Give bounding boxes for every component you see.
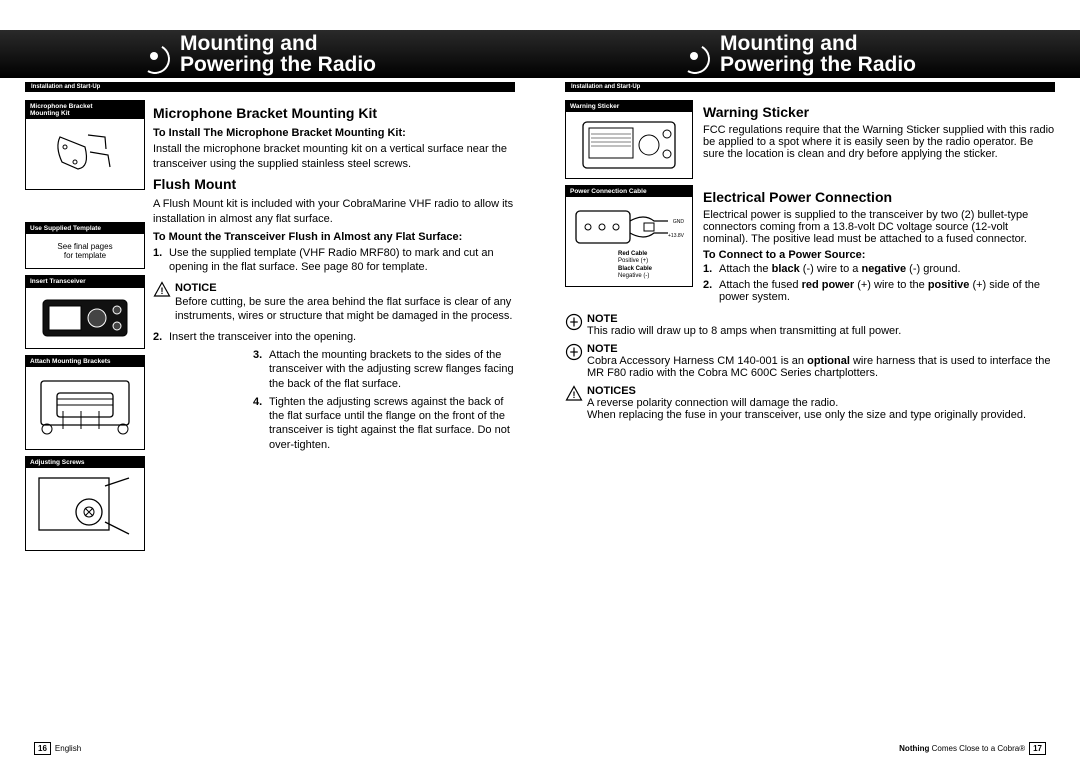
fig-insert-transceiver: Insert Transceiver [25, 275, 145, 348]
radio-front-icon [579, 118, 679, 172]
sub-power-connect: To Connect to a Power Source: [703, 249, 1055, 261]
notices-title: NOTICES [587, 385, 636, 397]
main-left: Microphone Bracket Mounting Kit To Insta… [153, 100, 515, 735]
fig-mic-bracket: Microphone Bracket Mounting Kit [25, 100, 145, 190]
header-banner-right: Mounting and Powering the Radio [540, 30, 1080, 78]
fig-power-cable: Power Connection Cable [565, 185, 693, 287]
fig-template-text: See final pages for template [26, 234, 144, 268]
info-icon [565, 343, 587, 379]
footer-right: Nothing Comes Close to a Cobra® 17 [899, 742, 1050, 755]
notices-block: ! NOTICES A reverse polarity connection … [565, 385, 1055, 421]
step-2-text: Insert the transceiver into the opening. [169, 331, 356, 343]
power-connection-icon: GND +13.8V [572, 203, 684, 251]
fig-adjusting-screws: Adjusting Screws [25, 456, 145, 551]
p-install-mic: Install the microphone bracket mounting … [153, 142, 515, 171]
fig-mounting-brackets: Attach Mounting Brackets [25, 355, 145, 450]
step-4: 4.Tighten the adjusting screws against t… [253, 395, 515, 452]
breadcrumb-right: Installation and Start-Up [565, 82, 1055, 92]
header-banner-left: Mounting and Powering the Radio [0, 30, 540, 78]
section-flush-mount: Flush Mount [153, 175, 515, 193]
mic-bracket-icon [50, 127, 120, 182]
p-power: Electrical power is supplied to the tran… [703, 209, 1055, 245]
fig-label: Adjusting Screws [26, 457, 144, 468]
power-step-1: 1. Attach the black (-) wire to a negati… [703, 263, 1055, 275]
note-title: NOTE [587, 343, 618, 355]
step-3: 3.Attach the mounting brackets to the si… [253, 348, 515, 391]
sub-install-mic: To Install The Microphone Bracket Mounti… [153, 126, 515, 140]
section-mic-bracket: Microphone Bracket Mounting Kit [153, 104, 515, 122]
power-step-2: 2. Attach the fused red power (+) wire t… [703, 279, 1055, 303]
breadcrumb-left: Installation and Start-Up [25, 82, 515, 92]
p-warning-sticker: FCC regulations require that the Warning… [703, 124, 1055, 160]
fig-label: Warning Sticker [566, 101, 692, 112]
header-title-2r: Powering the Radio [720, 53, 916, 76]
fig-label: Microphone Bracket Mounting Kit [26, 101, 144, 119]
fig-label: Attach Mounting Brackets [26, 356, 144, 367]
page-left: Mounting and Powering the Radio Installa… [0, 0, 540, 775]
section-warning-sticker: Warning Sticker [703, 104, 1055, 120]
footer-lang: English [55, 744, 81, 753]
notice-body: Before cutting, be sure the area behind … [175, 296, 513, 322]
svg-text:!: ! [161, 286, 164, 296]
red-cable-sub: Positive (+) [618, 258, 648, 264]
info-icon [565, 313, 587, 337]
breadcrumb-text: Installation and Start-Up [31, 84, 100, 90]
page-right: Mounting and Powering the Radio Installa… [540, 0, 1080, 775]
footer-left: 16 English [30, 742, 81, 755]
fig-warning-sticker: Warning Sticker [565, 100, 693, 179]
svg-text:+13.8V: +13.8V [668, 233, 684, 239]
black-cable-label: Black Cable [618, 266, 652, 272]
fig-label: Insert Transceiver [26, 276, 144, 287]
footer-tag-a: Nothing [899, 744, 929, 753]
sub-flush-mount: To Mount the Transceiver Flush in Almost… [153, 230, 515, 244]
note-title: NOTE [587, 313, 618, 325]
note-harness: NOTE Cobra Accessory Harness CM 140-001 … [565, 343, 1055, 379]
step-1: 1.Use the supplied template (VHF Radio M… [153, 246, 515, 275]
black-cable-sub: Negative (-) [618, 273, 649, 279]
p-flush-mount: A Flush Mount kit is included with your … [153, 197, 515, 226]
bracket-assembly-icon [33, 373, 137, 443]
red-cable-label: Red Cable [618, 251, 647, 257]
fig-template: Use Supplied Template See final pages fo… [25, 222, 145, 269]
header-title-2: Powering the Radio [180, 53, 376, 76]
notices-b1: A reverse polarity connection will damag… [587, 397, 838, 409]
note-body: This radio will draw up to 8 amps when t… [587, 325, 901, 337]
svg-text:!: ! [573, 390, 576, 400]
section-power: Electrical Power Connection [703, 189, 1055, 205]
step-1-text: Use the supplied template (VHF Radio MRF… [169, 247, 494, 273]
fig-label: Use Supplied Template [26, 223, 144, 234]
transceiver-icon [37, 294, 133, 342]
step-3-text: Attach the mounting brackets to the side… [269, 349, 514, 390]
step-2: 2.Insert the transceiver into the openin… [153, 330, 515, 344]
notice-title: NOTICE [175, 282, 217, 294]
header-title-1r: Mounting and [720, 32, 858, 55]
step-4-text: Tighten the adjusting screws against the… [269, 396, 510, 451]
sidebar-left: Microphone Bracket Mounting Kit Use Supp… [25, 100, 153, 735]
page-number: 17 [1029, 742, 1046, 755]
warning-icon: ! [565, 385, 587, 421]
notice-cutting: ! NOTICE Before cutting, be sure the are… [153, 281, 515, 324]
screw-adjust-icon [35, 474, 135, 544]
warning-icon: ! [153, 281, 175, 324]
note-amps: NOTE This radio will draw up to 8 amps w… [565, 313, 1055, 337]
svg-text:GND: GND [673, 219, 684, 225]
footer-tag-b: Comes Close to a Cobra® [929, 744, 1025, 753]
page-number: 16 [34, 742, 51, 755]
breadcrumb-text-r: Installation and Start-Up [571, 84, 640, 90]
fig-label: Power Connection Cable [566, 186, 692, 197]
header-title-1: Mounting and [180, 32, 318, 55]
notices-b2: When replacing the fuse in your transcei… [587, 409, 1026, 421]
